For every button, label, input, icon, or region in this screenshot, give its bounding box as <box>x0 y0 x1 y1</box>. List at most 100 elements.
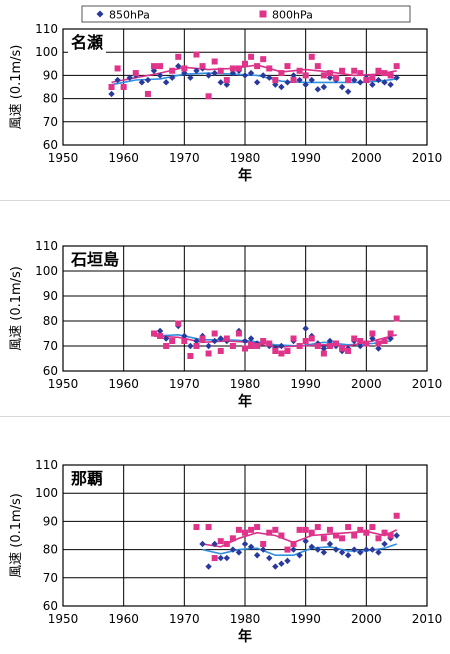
point-850hpa <box>351 76 358 84</box>
point-850hpa <box>344 552 352 559</box>
point-850hpa <box>144 76 152 84</box>
point-800hpa <box>242 345 248 352</box>
point-850hpa <box>369 546 376 553</box>
y-axis-title: 風速 (0.1m/s) <box>9 493 24 578</box>
station-label-bg <box>68 467 106 489</box>
point-850hpa <box>314 86 321 93</box>
legend-marker-800hpa <box>259 10 267 18</box>
point-800hpa <box>211 555 218 562</box>
point-850hpa <box>375 549 382 556</box>
point-850hpa <box>193 67 200 74</box>
point-800hpa <box>211 330 218 337</box>
point-850hpa <box>156 327 164 335</box>
point-800hpa <box>199 63 206 70</box>
point-850hpa <box>114 76 121 84</box>
y-tick-label: 110 <box>35 239 58 253</box>
point-800hpa <box>369 74 376 81</box>
point-800hpa <box>302 338 309 344</box>
point-850hpa <box>181 332 188 340</box>
x-tick-label: 1970 <box>169 612 200 626</box>
point-850hpa <box>387 335 394 342</box>
point-800hpa <box>114 65 121 72</box>
point-800hpa <box>272 77 279 84</box>
point-850hpa <box>344 88 352 95</box>
point-800hpa <box>357 338 364 344</box>
point-800hpa <box>223 77 230 84</box>
point-800hpa <box>144 90 151 97</box>
point-800hpa <box>175 320 182 327</box>
point-800hpa <box>260 338 267 344</box>
point-800hpa <box>169 67 176 74</box>
point-850hpa <box>205 72 212 79</box>
point-850hpa <box>272 81 279 88</box>
point-800hpa <box>223 335 230 342</box>
point-850hpa <box>332 546 340 553</box>
point-800hpa <box>375 67 382 74</box>
point-800hpa <box>278 350 285 357</box>
point-800hpa <box>308 529 315 536</box>
point-800hpa <box>381 70 388 77</box>
point-850hpa <box>278 560 285 567</box>
point-800hpa <box>235 65 242 72</box>
point-800hpa <box>302 526 309 533</box>
point-800hpa <box>132 70 139 77</box>
point-800hpa <box>387 72 394 79</box>
y-axis-title: 風速 (0.1m/s) <box>9 45 24 130</box>
point-850hpa <box>351 546 358 553</box>
point-800hpa <box>278 532 285 539</box>
point-850hpa <box>290 546 297 553</box>
point-800hpa <box>387 532 394 539</box>
point-800hpa <box>363 529 370 536</box>
point-850hpa <box>320 345 328 352</box>
point-850hpa <box>369 335 376 342</box>
point-800hpa <box>296 67 303 74</box>
point-850hpa <box>150 67 158 74</box>
point-800hpa <box>393 315 400 322</box>
point-800hpa <box>175 53 182 60</box>
point-800hpa <box>157 63 164 70</box>
x-tick-label: 2010 <box>412 151 443 165</box>
point-850hpa <box>320 83 328 91</box>
point-800hpa <box>320 535 327 542</box>
point-850hpa <box>284 557 291 565</box>
point-850hpa <box>260 546 267 553</box>
point-850hpa <box>363 546 370 553</box>
point-850hpa <box>162 79 170 86</box>
point-800hpa <box>296 343 303 349</box>
point-800hpa <box>181 65 188 72</box>
point-800hpa <box>345 524 352 531</box>
y-axis-title: 風速 (0.1m/s) <box>9 266 24 351</box>
point-850hpa <box>108 90 115 98</box>
point-800hpa <box>345 348 352 354</box>
x-tick-label: 1970 <box>169 377 200 391</box>
point-800hpa <box>339 345 346 352</box>
point-800hpa <box>242 60 248 67</box>
point-800hpa <box>284 63 291 70</box>
plot-frame <box>62 245 428 372</box>
station-label-bg <box>68 248 122 270</box>
point-850hpa <box>241 72 249 79</box>
point-800hpa <box>205 350 212 357</box>
point-800hpa <box>193 343 200 349</box>
point-850hpa <box>205 342 212 350</box>
point-800hpa <box>308 335 315 342</box>
x-tick-label: 1950 <box>48 377 79 391</box>
point-800hpa <box>151 330 157 337</box>
point-800hpa <box>248 526 255 533</box>
point-850hpa <box>247 69 255 77</box>
point-800hpa <box>314 63 321 70</box>
point-850hpa <box>211 337 218 345</box>
point-800hpa <box>157 333 164 339</box>
point-800hpa <box>369 524 376 531</box>
point-800hpa <box>248 343 255 349</box>
x-axis-title: 年 <box>238 628 252 645</box>
point-850hpa <box>284 79 291 86</box>
y-tick-label: 90 <box>43 514 58 528</box>
point-850hpa <box>387 81 394 88</box>
y-tick-label: 70 <box>43 115 58 129</box>
point-850hpa <box>223 554 230 562</box>
point-850hpa <box>308 76 315 84</box>
point-800hpa <box>169 338 176 344</box>
point-850hpa <box>393 532 400 539</box>
point-850hpa <box>229 69 237 77</box>
